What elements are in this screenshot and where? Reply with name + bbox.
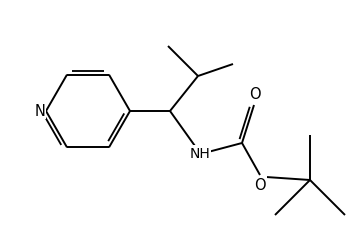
Text: O: O <box>254 177 266 192</box>
Text: N: N <box>34 104 45 119</box>
Text: NH: NH <box>190 146 210 160</box>
Text: O: O <box>249 87 261 101</box>
